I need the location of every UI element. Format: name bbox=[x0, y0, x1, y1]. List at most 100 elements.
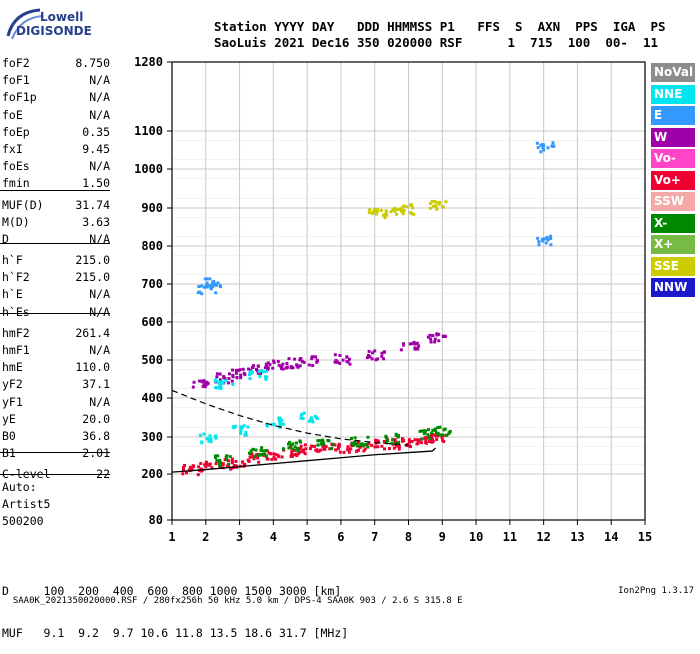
echo-point bbox=[370, 443, 374, 447]
echo-point bbox=[201, 468, 205, 472]
echo-point bbox=[391, 438, 395, 442]
echo-point bbox=[399, 348, 403, 352]
echo-point bbox=[235, 376, 239, 380]
echo-point bbox=[219, 461, 223, 465]
echo-point bbox=[448, 429, 452, 433]
echo-point bbox=[222, 376, 226, 380]
echo-point bbox=[361, 444, 365, 448]
echo-point bbox=[272, 456, 276, 460]
echo-point bbox=[338, 450, 342, 454]
echo-point bbox=[396, 435, 400, 439]
param-row: h`F 215.0 bbox=[2, 253, 110, 270]
echo-point bbox=[240, 426, 244, 430]
echo-point bbox=[316, 443, 320, 447]
echo-point bbox=[205, 462, 209, 466]
echo-point bbox=[427, 439, 431, 443]
echo-point bbox=[295, 363, 299, 367]
echo-point bbox=[223, 458, 227, 462]
echo-point bbox=[298, 439, 302, 443]
echo-point bbox=[205, 380, 209, 384]
echo-point bbox=[208, 277, 212, 281]
profile-curves bbox=[171, 389, 436, 473]
echo-point bbox=[430, 199, 434, 203]
parameters-panel: foF2 8.750 foF1 N/A foF1p N/A foE N/A foEp 0.35 fx… bbox=[2, 56, 110, 485]
separator bbox=[0, 190, 110, 191]
echo-point bbox=[542, 144, 546, 148]
echo-point bbox=[551, 141, 555, 145]
logo-line2: DIGISONDE bbox=[16, 24, 92, 38]
echo-point bbox=[389, 210, 393, 214]
echo-point bbox=[291, 442, 295, 446]
echo-point bbox=[431, 334, 435, 338]
echo-point bbox=[447, 431, 451, 435]
echo-point bbox=[199, 467, 203, 471]
echo-point bbox=[248, 455, 252, 459]
echo-point bbox=[373, 349, 377, 353]
echo-point bbox=[410, 342, 414, 346]
echo-point bbox=[224, 379, 228, 383]
echo-point bbox=[280, 455, 284, 459]
echo-point bbox=[206, 381, 210, 385]
echo-point bbox=[314, 415, 318, 419]
echo-point bbox=[402, 438, 406, 442]
echo-point bbox=[269, 452, 273, 456]
echo-point bbox=[315, 360, 319, 364]
echo-point bbox=[266, 457, 270, 461]
echo-point bbox=[203, 385, 207, 389]
echo-point bbox=[546, 146, 550, 150]
echo-point bbox=[218, 458, 222, 462]
echo-point bbox=[300, 413, 304, 417]
echo-point bbox=[260, 446, 264, 450]
param-row: foE N/A bbox=[2, 108, 110, 125]
echo-point bbox=[376, 357, 380, 361]
echo-point bbox=[385, 213, 389, 217]
echo-point bbox=[374, 439, 378, 443]
echo-point bbox=[338, 353, 342, 357]
echo-point bbox=[434, 204, 438, 208]
echo-point bbox=[435, 431, 439, 435]
echo-point bbox=[317, 439, 321, 443]
echo-point bbox=[551, 145, 555, 149]
echo-point bbox=[210, 283, 214, 287]
echo-point bbox=[188, 469, 192, 473]
echo-point bbox=[387, 447, 391, 451]
echo-point bbox=[337, 442, 341, 446]
echo-point bbox=[246, 458, 250, 462]
echo-point bbox=[218, 283, 222, 287]
echo-point bbox=[374, 441, 378, 445]
echo-point bbox=[413, 347, 417, 351]
y-tick-label: 300 bbox=[141, 430, 163, 444]
echo-point bbox=[397, 447, 401, 451]
echo-point bbox=[405, 443, 409, 447]
echo-point bbox=[401, 209, 405, 213]
echo-point bbox=[211, 280, 215, 284]
echo-point bbox=[393, 438, 397, 442]
echo-point bbox=[221, 381, 225, 385]
echo-point bbox=[295, 454, 299, 458]
echo-point bbox=[301, 449, 305, 453]
echo-point bbox=[441, 438, 445, 442]
param-row: h`E N/A bbox=[2, 287, 110, 304]
echo-point bbox=[303, 443, 307, 447]
echo-point bbox=[438, 433, 442, 437]
echo-point bbox=[278, 421, 282, 425]
echo-point bbox=[545, 235, 549, 239]
echo-point bbox=[204, 283, 208, 287]
echo-point bbox=[426, 434, 430, 438]
echo-point bbox=[384, 209, 388, 213]
echo-point bbox=[209, 287, 213, 291]
echo-point bbox=[280, 418, 284, 422]
echo-point bbox=[430, 431, 434, 435]
echo-point bbox=[293, 445, 297, 449]
echo-point bbox=[345, 355, 349, 359]
param-value: N/A bbox=[89, 343, 110, 357]
echo-point bbox=[346, 448, 350, 452]
echo-point bbox=[350, 436, 354, 440]
echo-point bbox=[204, 465, 208, 469]
echo-point bbox=[222, 381, 226, 385]
separator bbox=[0, 452, 110, 453]
echo-point bbox=[360, 442, 364, 446]
echo-point bbox=[214, 291, 218, 295]
legend-item: NNE bbox=[651, 84, 695, 104]
echo-point bbox=[342, 450, 346, 454]
